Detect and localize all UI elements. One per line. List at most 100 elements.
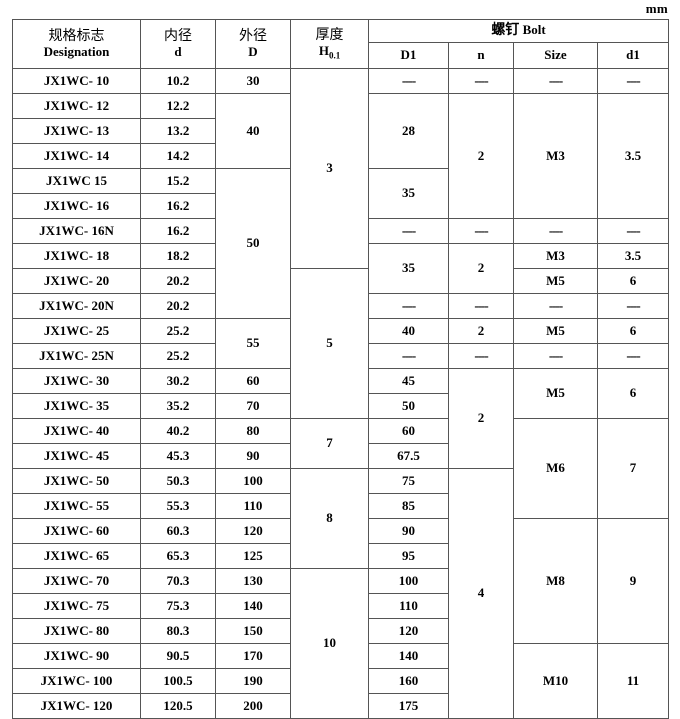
cell-bolt-d1-small: 6 xyxy=(597,268,669,294)
table-row: JX1WC- 70 70.3 130 10 100 xyxy=(12,568,669,719)
column-header-bolt-group: 螺钉 Bolt xyxy=(368,19,669,43)
thickness-label-cn: 厚度 xyxy=(315,27,344,44)
designation-label-cn: 规格标志 xyxy=(48,28,105,45)
cell-bolt-d1: 85 xyxy=(368,493,449,519)
cell-bolt-d1: 40 xyxy=(368,318,449,344)
table-row: JX1WC- 60 60.3 120 90 M8 9 xyxy=(12,518,669,644)
cell-bolt-d1: 35 xyxy=(368,168,449,219)
cell-bolt-d1-small: ---- xyxy=(597,343,669,369)
outer-dia-label-en: D xyxy=(248,43,258,59)
table-row: JX1WC- 12 12.2 40 28 2 M3 3.5 xyxy=(12,93,669,219)
cell-bolt-size: M3 xyxy=(513,243,598,269)
cell-designation: JX1WC- 45 xyxy=(12,443,141,469)
cell-designation: JX1WC- 80 xyxy=(12,618,141,644)
cell-bolt-d1: ---- xyxy=(368,293,449,319)
empty-marker: ---- xyxy=(474,297,488,313)
column-header-thickness: 厚度 H0.1 xyxy=(290,19,369,69)
cell-thickness: 8 xyxy=(290,468,369,569)
cell-outer-diameter: 120 xyxy=(215,518,291,544)
empty-marker: ---- xyxy=(474,347,488,363)
cell-inner-diameter: 55.3 xyxy=(140,493,216,519)
cell-inner-diameter: 14.2 xyxy=(140,143,216,169)
cell-inner-diameter: 35.2 xyxy=(140,393,216,419)
cell-inner-diameter: 10.2 xyxy=(140,68,216,94)
cell-bolt-size: M8 xyxy=(513,518,598,644)
cell-outer-diameter: 170 xyxy=(215,643,291,669)
cell-bolt-d1: 60 xyxy=(368,418,449,444)
cell-bolt-size: ---- xyxy=(513,218,598,244)
cell-inner-diameter: 30.2 xyxy=(140,368,216,394)
cell-inner-diameter: 25.2 xyxy=(140,343,216,369)
empty-marker: ---- xyxy=(626,72,640,88)
cell-bolt-d1-small: 3.5 xyxy=(597,243,669,269)
empty-marker: ---- xyxy=(401,222,416,238)
table-row: JX1WC- 10 10.2 30 3 ---- ---- ---- ---- xyxy=(12,68,669,269)
cell-designation: JX1WC- 50 xyxy=(12,468,141,494)
empty-marker: ---- xyxy=(474,72,488,88)
cell-thickness: 3 xyxy=(290,68,369,269)
thickness-symbol: H xyxy=(318,42,329,58)
cell-inner-diameter: 20.2 xyxy=(140,268,216,294)
cell-thickness: 10 xyxy=(290,568,369,719)
table-row: JX1WC- 35 35.2 70 50 xyxy=(12,393,669,419)
cell-inner-diameter: 13.2 xyxy=(140,118,216,144)
cell-bolt-n: 4 xyxy=(448,468,514,719)
cell-outer-diameter: 140 xyxy=(215,593,291,619)
column-header-inner-diameter: 内径 d xyxy=(140,19,216,69)
bolt-group-label-en: Bolt xyxy=(522,22,546,38)
cell-bolt-size: M10 xyxy=(513,643,598,719)
cell-bolt-size: M6 xyxy=(513,418,598,519)
empty-marker: ---- xyxy=(401,347,416,363)
cell-outer-diameter: 80 xyxy=(215,418,291,444)
cell-designation: JX1WC- 13 xyxy=(12,118,141,144)
specification-table: 规格标志 Designation 内径 d 外径 D 厚度 H0.1 螺钉 xyxy=(12,19,669,719)
cell-designation: JX1WC- 25N xyxy=(12,343,141,369)
table-head: 规格标志 Designation 内径 d 外径 D 厚度 H0.1 螺钉 xyxy=(12,19,669,69)
cell-inner-diameter: 25.2 xyxy=(140,318,216,344)
table-row: JX1WC- 30 30.2 60 45 2 M5 6 xyxy=(12,368,669,469)
cell-designation: JX1WC- 100 xyxy=(12,668,141,694)
cell-bolt-d1: 175 xyxy=(368,693,449,719)
table-row: JX1WC- 20 20.2 5 M5 6 xyxy=(12,268,669,419)
cell-outer-diameter: 55 xyxy=(215,318,291,369)
thickness-tolerance: 0.1 xyxy=(328,50,341,61)
cell-bolt-size: M5 xyxy=(513,268,598,294)
cell-inner-diameter: 60.3 xyxy=(140,518,216,544)
cell-bolt-d1: 120 xyxy=(368,618,449,644)
cell-inner-diameter: 80.3 xyxy=(140,618,216,644)
column-header-outer-diameter: 外径 D xyxy=(215,19,291,69)
thickness-label-en: H0.1 xyxy=(291,42,368,61)
cell-inner-diameter: 16.2 xyxy=(140,193,216,219)
cell-inner-diameter: 16.2 xyxy=(140,218,216,244)
cell-bolt-d1-small: 3.5 xyxy=(597,93,669,219)
cell-bolt-d1: 100 xyxy=(368,568,449,594)
cell-inner-diameter: 65.3 xyxy=(140,543,216,569)
cell-designation: JX1WC- 20 xyxy=(12,268,141,294)
cell-bolt-n: 2 xyxy=(448,93,514,219)
cell-bolt-d1: 67.5 xyxy=(368,443,449,469)
outer-dia-label-cn: 外径 xyxy=(239,28,267,45)
cell-bolt-d1-small: ---- xyxy=(597,218,669,244)
cell-bolt-d1: 28 xyxy=(368,93,449,169)
table-row: JX1WC- 65 65.3 125 95 xyxy=(12,543,669,569)
table-row: JX1WC- 50 50.3 100 8 75 4 xyxy=(12,468,669,719)
cell-outer-diameter: 70 xyxy=(215,393,291,419)
cell-designation: JX1WC- 16 xyxy=(12,193,141,219)
cell-bolt-n: ---- xyxy=(448,343,514,369)
cell-designation: JX1WC- 16N xyxy=(12,218,141,244)
table-row: JX1WC- 25N 25.2 ---- ---- ---- ---- xyxy=(12,343,669,369)
empty-marker: ---- xyxy=(548,222,563,238)
cell-designation: JX1WC- 12 xyxy=(12,93,141,119)
cell-outer-diameter: 110 xyxy=(215,493,291,519)
cell-thickness: 7 xyxy=(290,418,369,469)
cell-inner-diameter: 100.5 xyxy=(140,668,216,694)
cell-bolt-d1: ---- xyxy=(368,218,449,244)
cell-bolt-n: 2 xyxy=(448,318,514,344)
cell-designation: JX1WC- 25 xyxy=(12,318,141,344)
cell-bolt-d1-small: 6 xyxy=(597,318,669,344)
empty-marker: ---- xyxy=(401,297,416,313)
table-row: JX1WC- 20N 20.2 ---- ---- ---- ---- xyxy=(12,293,669,319)
cell-bolt-d1: 50 xyxy=(368,393,449,419)
cell-thickness: 5 xyxy=(290,268,369,419)
